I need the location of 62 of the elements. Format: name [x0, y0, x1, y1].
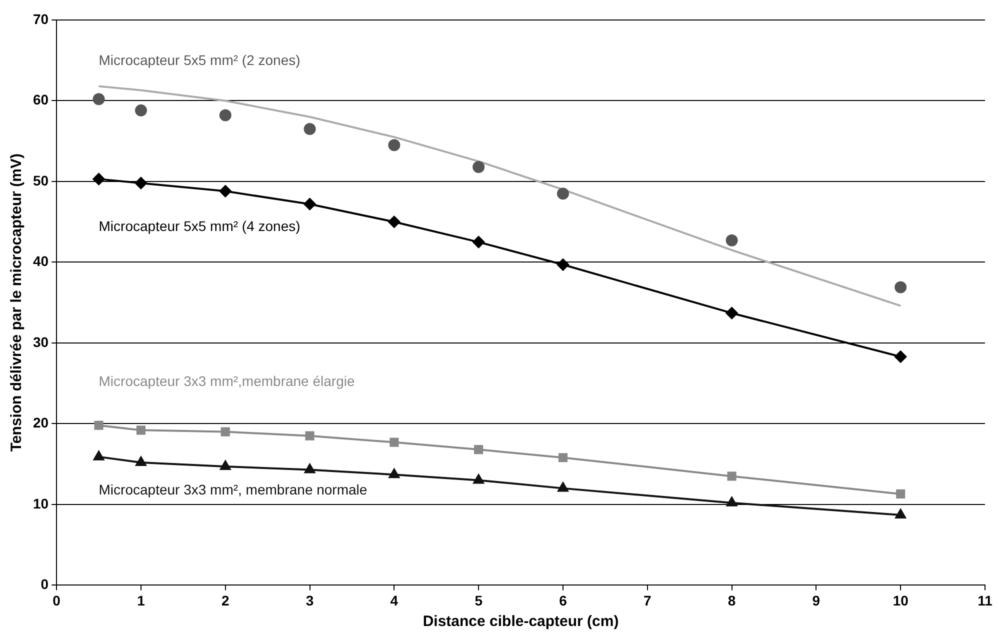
point — [556, 188, 569, 200]
y-tick-label: 50 — [32, 172, 49, 188]
y-axis-title: Tension délivrée par le microcapteur (mV) — [8, 154, 26, 452]
point — [472, 236, 485, 248]
point — [305, 431, 314, 440]
series-label: Microcapteur 5x5 mm² (2 zones) — [98, 52, 300, 68]
x-tick-label: 7 — [643, 592, 652, 608]
x-tick-label: 4 — [390, 592, 398, 608]
point — [726, 496, 738, 506]
point — [304, 198, 316, 210]
point — [726, 307, 738, 320]
series-label: Microcapteur 3x3 mm², membrane normale — [98, 482, 368, 498]
point — [388, 468, 400, 478]
point — [558, 482, 568, 492]
point — [558, 453, 568, 462]
point — [136, 426, 146, 435]
series-label: Microcapteur 5x5 mm² (4 zones) — [98, 218, 300, 234]
point — [895, 508, 906, 518]
point — [388, 216, 400, 228]
point — [220, 427, 230, 436]
point — [390, 438, 399, 447]
y-tick-label: 30 — [32, 334, 49, 350]
x-tick-label: 6 — [559, 592, 568, 608]
y-tick-label: 10 — [32, 495, 49, 512]
point — [894, 281, 907, 294]
point — [93, 450, 104, 460]
y-tick-label: 20 — [32, 414, 49, 431]
point — [134, 104, 147, 116]
x-tick-label: 11 — [978, 592, 993, 608]
point — [726, 234, 738, 246]
point — [92, 93, 105, 106]
point — [136, 456, 146, 466]
point — [304, 464, 316, 474]
point — [92, 173, 105, 186]
point — [896, 489, 906, 498]
point — [894, 350, 907, 363]
x-tick-label: 0 — [52, 592, 61, 608]
x-tick-label: 10 — [892, 592, 909, 608]
point — [304, 123, 316, 136]
x-tick-label: 1 — [137, 592, 146, 608]
point — [220, 460, 231, 470]
x-tick-label: 9 — [812, 592, 820, 608]
point — [94, 420, 104, 430]
x-tick-label: 2 — [221, 592, 230, 608]
x-tick-label: 8 — [728, 592, 736, 608]
text: Microcapteur 3x3 mm²,membrane élargie — [98, 373, 355, 390]
y-tick-label: 60 — [32, 92, 49, 108]
y-tick-label: 0 — [40, 576, 49, 592]
point — [219, 185, 232, 198]
point — [472, 160, 485, 173]
y-tick-label: 70 — [32, 10, 49, 27]
x-axis-title: Distance cible-capteur (cm) — [422, 613, 619, 630]
y-tick-label: 40 — [32, 253, 49, 270]
point — [134, 177, 147, 190]
point — [473, 474, 484, 484]
point — [219, 109, 232, 122]
x-tick-label: 5 — [474, 592, 483, 608]
point — [556, 258, 569, 271]
x-tick-label: 3 — [306, 592, 314, 608]
point — [727, 472, 736, 481]
point — [474, 445, 484, 454]
point — [388, 139, 400, 152]
